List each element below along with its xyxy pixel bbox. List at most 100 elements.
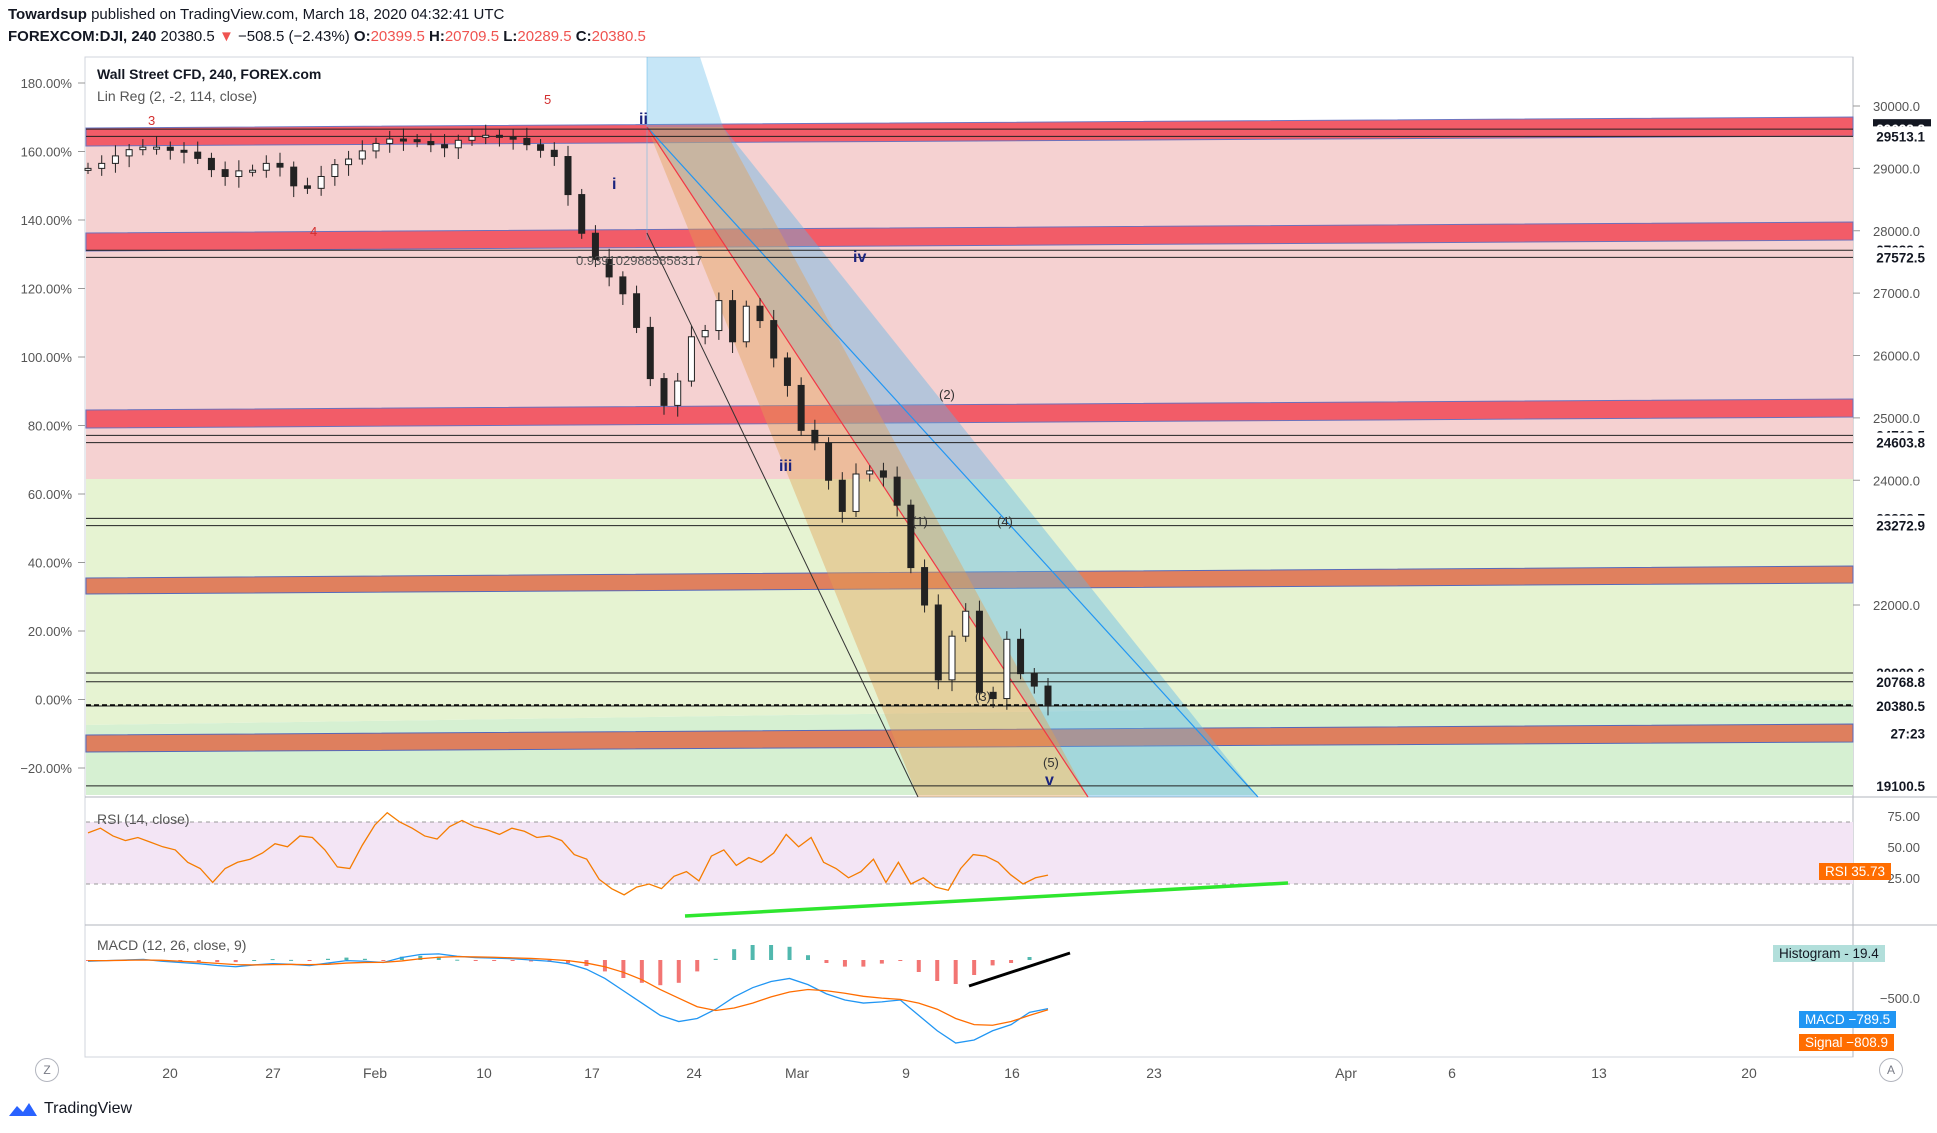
percent-tick-label: 140.00% [21,213,73,228]
histogram-bar [935,960,940,981]
support-band-2 [85,723,1854,753]
histogram-bar [529,960,534,962]
regression-mid-line [646,126,1089,798]
histogram-bar [344,957,349,960]
histogram-bar [916,960,921,972]
wave-label-iii: iii [779,458,792,475]
time-tick-label: 13 [1591,1065,1607,1081]
high-value: 20709.5 [444,28,500,45]
price-axis[interactable]: 30000.0 29000.0 28000.0 27000.0 26000.0 25000… [1853,99,1920,613]
price-level-tag: 19100.5 [1876,779,1925,794]
signal-tag-label: Signal [1805,1035,1843,1050]
candle-body [715,300,723,332]
percent-tick-label: 80.00% [28,419,73,434]
candle-body [509,136,517,140]
rsi-line [87,811,1049,896]
candle-body [84,167,92,171]
tradingview-logo-icon [9,1103,37,1116]
publish-header: Towardsup published on TradingView.com, … [8,6,504,23]
histogram-bar [695,960,700,972]
price-level-tag: 27572.5 [1876,250,1925,265]
price-level-tags: 29628.829513.127688.227572.524719.524603… [1873,119,1931,796]
histogram-bar [658,960,663,986]
candle-body [893,476,901,506]
candle-body [879,470,887,478]
candle-body [852,473,860,512]
chart-canvas[interactable]: 3 5 4 ii i iii iv (2) (1) (4) (3) (5) v … [0,0,1937,1095]
candle-body [962,610,970,637]
histogram-bar [307,960,312,961]
candle-body [564,156,572,196]
candle-body [537,144,545,151]
histogram-tag-label: Histogram [1779,946,1841,961]
open-label: O: [353,28,371,45]
candle-body [797,384,805,431]
time-tick-label: Feb [363,1065,387,1081]
zoom-reset-button[interactable]: Z [35,1058,59,1082]
percent-tick-label: 60.00% [28,487,73,502]
rsi-legend[interactable]: RSI (14, close) [97,811,190,827]
wave-label-3: 3 [148,113,155,128]
candle-body [427,141,435,146]
macd-tick-label: −500.0 [1880,991,1920,1006]
auto-scale-button[interactable]: A [1879,1058,1903,1082]
price-level-tag: 23272.9 [1876,519,1925,534]
price-level-tag-bg [1873,696,1931,717]
macd-legend[interactable]: MACD (12, 26, close, 9) [97,937,247,953]
percent-tick-label: 120.00% [21,282,73,297]
candle-body [111,155,119,164]
close-label: C: [575,28,592,45]
histogram-bar [455,959,460,961]
candle-body [907,504,915,569]
candle-body [303,185,311,189]
signal-tag-value: −808.9 [1846,1035,1888,1050]
candle-body [989,691,997,700]
price-tick-label: 28000.0 [1873,224,1920,239]
histogram-bar [806,955,810,960]
rsi-trendline [684,881,1289,918]
linreg-legend[interactable]: Lin Reg (2, -2, 114, close) [97,88,258,104]
candle-body [331,164,339,177]
last-price: 20380.5 [160,28,215,45]
price-level-tag: 29513.1 [1876,129,1925,144]
candle-body [1044,685,1052,707]
candle-body [934,604,942,681]
chart-title[interactable]: Wall Street CFD, 240, FOREX.com [97,66,322,82]
candle-body [98,162,106,169]
candle-body [262,162,270,171]
price-level-tag-bg [1873,723,1931,744]
time-axis[interactable]: 20 27 Feb 10 17 24 Mar 9 16 23 Apr 6 13 20 [162,1065,1757,1081]
wave-label-sub-3: (3) [975,689,991,704]
tradingview-footer[interactable]: TradingView [8,1100,132,1118]
candle-body [687,336,695,382]
wave-label-sub-5: (5) [1043,755,1059,770]
rsi-axis[interactable]: 75.00 50.00 25.00 [1887,809,1920,886]
candle-body [975,610,983,693]
low-label: L: [503,28,518,45]
resistance-band-3 [85,398,1854,429]
regression-top-fill [647,57,723,127]
candle-body [276,162,284,168]
high-label: H: [428,28,445,45]
percent-axis[interactable]: 180.00% 160.00% 140.00% 120.00% 100.00% 80.00… [20,76,85,776]
rsi-tick-label: 25.00 [1887,871,1920,886]
histogram-bar [639,960,644,983]
wave-label-i: i [612,176,616,193]
candle-body [386,138,394,144]
time-tick-label: 20 [162,1065,178,1081]
candle-body [783,357,791,386]
candle-body [674,380,682,406]
time-tick-label: 23 [1146,1065,1162,1081]
candle-body [866,470,874,475]
open-value: 20399.5 [370,28,425,45]
histogram-bar [436,956,441,960]
symbol-name[interactable]: FOREXCOM:DJI, 240 [8,28,157,45]
macd-axis[interactable]: −500.0 [1880,991,1920,1006]
histogram-bar [750,945,755,960]
candle-body [948,635,956,681]
price-level-tag: 27:23 [1890,726,1925,741]
resistance-zone [86,117,1853,479]
publisher-name[interactable]: Towardsup [8,6,87,23]
price-tick-label: 25000.0 [1873,411,1920,426]
candle-body [317,175,325,189]
